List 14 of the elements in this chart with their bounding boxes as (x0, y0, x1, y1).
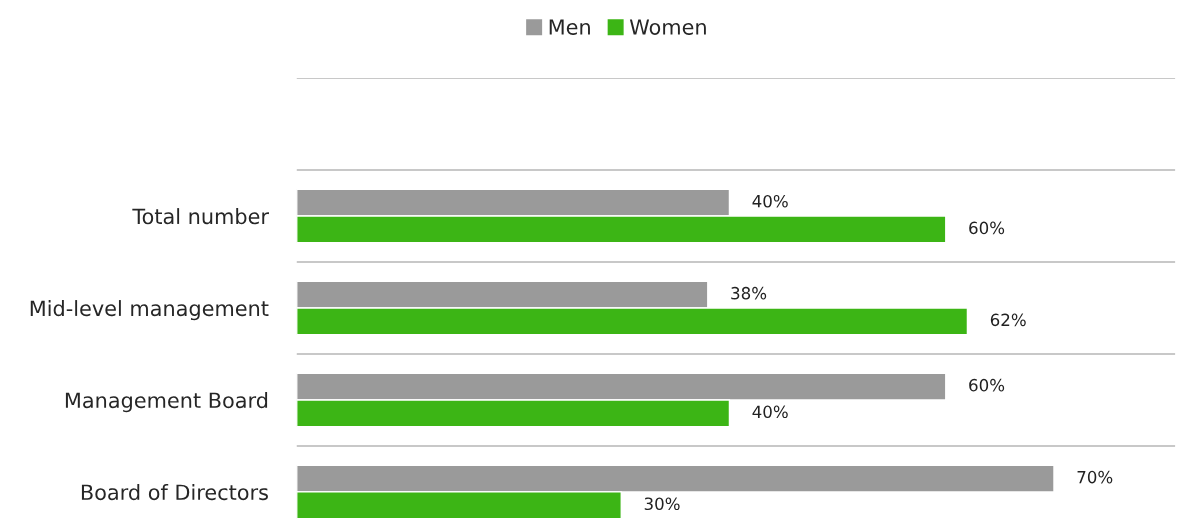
data-label: 40% (752, 194, 788, 208)
legend-label: Women (629, 19, 706, 35)
data-label: 38% (731, 286, 767, 300)
y-tick-label: Board of Directors (81, 484, 268, 501)
data-label: 70% (1077, 470, 1113, 484)
data-label: 60% (969, 221, 1005, 235)
data-label: 60% (969, 378, 1005, 392)
data-label: 30% (644, 497, 680, 511)
data-label: 40% (752, 405, 788, 419)
legend-label: Men (549, 19, 590, 35)
y-tick-label: Management Board (65, 392, 268, 413)
y-tick-label: Total number (132, 208, 269, 225)
y-tick-label: Mid-level management (30, 300, 269, 321)
data-label: 62% (990, 313, 1026, 327)
